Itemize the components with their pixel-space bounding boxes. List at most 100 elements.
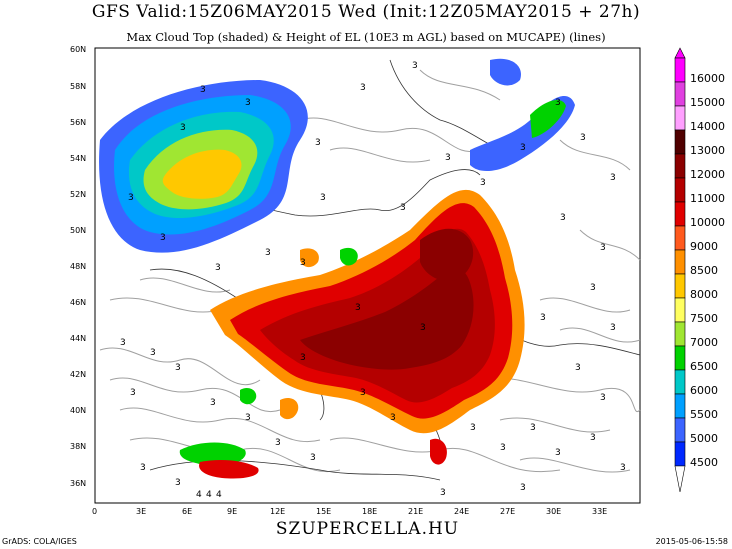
colorbar-label: 7000 (690, 336, 718, 349)
colorbar-label: 5500 (690, 408, 718, 421)
lon-label: 27E (500, 507, 515, 516)
svg-text:3: 3 (540, 313, 546, 323)
lat-label: 60N (70, 45, 86, 54)
colorbar-label: 12000 (690, 168, 725, 181)
svg-text:3: 3 (500, 443, 506, 453)
lon-label: 18E (362, 507, 377, 516)
svg-text:3: 3 (400, 203, 406, 213)
lon-label: 21E (408, 507, 423, 516)
lat-label: 52N (70, 190, 86, 199)
lat-label: 36N (70, 479, 86, 488)
svg-text:3: 3 (600, 393, 606, 403)
svg-text:4: 4 (206, 490, 212, 500)
colorbar-label: 4500 (690, 456, 718, 469)
svg-text:3: 3 (420, 323, 426, 333)
colorbar-label: 9000 (690, 240, 718, 253)
colorbar-label: 11000 (690, 192, 725, 205)
map-panel: 3 3 3 3 3 3 3 3 3 3 3 3 3 3 3 3 3 3 3 3 … (94, 47, 641, 504)
colorbar-label: 16000 (690, 72, 725, 85)
lat-label: 54N (70, 154, 86, 163)
svg-text:3: 3 (620, 463, 626, 473)
lon-label: 33E (592, 507, 607, 516)
longitude-axis: 0 3E 6E 9E 12E 15E 18E 21E 24E 27E 30E 3… (92, 507, 607, 516)
lon-label: 12E (270, 507, 285, 516)
el-height-labels: 3 3 3 3 3 3 3 3 3 3 3 3 3 3 3 3 3 3 3 3 … (120, 61, 626, 500)
svg-text:3: 3 (310, 453, 316, 463)
svg-text:3: 3 (580, 133, 586, 143)
svg-text:3: 3 (590, 433, 596, 443)
colorbar-label: 10000 (690, 216, 725, 229)
svg-text:3: 3 (210, 398, 216, 408)
svg-text:3: 3 (530, 423, 536, 433)
svg-text:3: 3 (600, 243, 606, 253)
colorbar-label: 6500 (690, 360, 718, 373)
svg-text:3: 3 (360, 83, 366, 93)
lat-label: 40N (70, 406, 86, 415)
svg-text:3: 3 (215, 263, 221, 273)
map-subtitle: Max Cloud Top (shaded) & Height of EL (1… (126, 30, 606, 44)
svg-text:3: 3 (150, 348, 156, 358)
svg-text:3: 3 (560, 213, 566, 223)
timestamp: 2015-05-06-15:58 (655, 537, 728, 546)
site-brand: SZUPERCELLA.HU (275, 519, 460, 539)
svg-text:3: 3 (265, 248, 271, 258)
colorbar-label: 15000 (690, 96, 725, 109)
svg-text:3: 3 (520, 483, 526, 493)
svg-text:3: 3 (300, 258, 306, 268)
colorbar-label: 8500 (690, 264, 718, 277)
lon-label: 6E (182, 507, 192, 516)
svg-text:3: 3 (128, 193, 134, 203)
lon-label: 0 (92, 507, 97, 516)
svg-text:3: 3 (590, 283, 596, 293)
colorbar-label: 8000 (690, 288, 718, 301)
svg-text:3: 3 (470, 423, 476, 433)
svg-text:3: 3 (320, 193, 326, 203)
svg-text:3: 3 (140, 463, 146, 473)
svg-text:3: 3 (300, 353, 306, 363)
map-title: GFS Valid:15Z06MAY2015 Wed (Init:12Z05MA… (91, 2, 641, 22)
svg-text:3: 3 (480, 178, 486, 188)
lat-label: 42N (70, 370, 86, 379)
svg-text:3: 3 (180, 123, 186, 133)
lon-label: 9E (227, 507, 237, 516)
svg-text:3: 3 (175, 363, 181, 373)
svg-text:3: 3 (200, 85, 206, 95)
svg-text:3: 3 (555, 448, 561, 458)
svg-text:3: 3 (555, 98, 561, 108)
lat-label: 58N (70, 82, 86, 91)
colorbar-label: 7500 (690, 312, 718, 325)
svg-text:4: 4 (216, 490, 222, 500)
lat-label: 48N (70, 262, 86, 271)
colorbar-label: 13000 (690, 144, 725, 157)
svg-text:3: 3 (315, 138, 321, 148)
svg-text:3: 3 (120, 338, 126, 348)
lat-label: 50N (70, 226, 86, 235)
svg-text:3: 3 (245, 413, 251, 423)
svg-text:4: 4 (196, 490, 202, 500)
svg-text:3: 3 (412, 61, 418, 71)
svg-text:3: 3 (610, 173, 616, 183)
colorbar-label: 6000 (690, 384, 718, 397)
svg-text:3: 3 (360, 388, 366, 398)
lon-label: 24E (454, 507, 469, 516)
svg-text:3: 3 (355, 303, 361, 313)
svg-text:3: 3 (245, 98, 251, 108)
svg-text:3: 3 (275, 438, 281, 448)
lat-label: 46N (70, 298, 86, 307)
svg-text:3: 3 (520, 143, 526, 153)
latitude-axis: 60N 58N 56N 54N 52N 50N 48N 46N 44N 42N … (70, 45, 86, 488)
cloud-top-shading (99, 58, 575, 479)
software-credit: GrADS: COLA/IGES (2, 537, 77, 546)
svg-text:3: 3 (445, 153, 451, 163)
svg-text:3: 3 (130, 388, 136, 398)
lat-label: 56N (70, 118, 86, 127)
lon-label: 15E (316, 507, 331, 516)
svg-text:3: 3 (160, 233, 166, 243)
svg-text:3: 3 (440, 488, 446, 498)
colorbar: 16000 15000 14000 13000 12000 11000 1000… (674, 47, 725, 493)
lat-label: 44N (70, 334, 86, 343)
colorbar-label: 5000 (690, 432, 718, 445)
svg-text:3: 3 (575, 363, 581, 373)
lon-label: 30E (546, 507, 561, 516)
